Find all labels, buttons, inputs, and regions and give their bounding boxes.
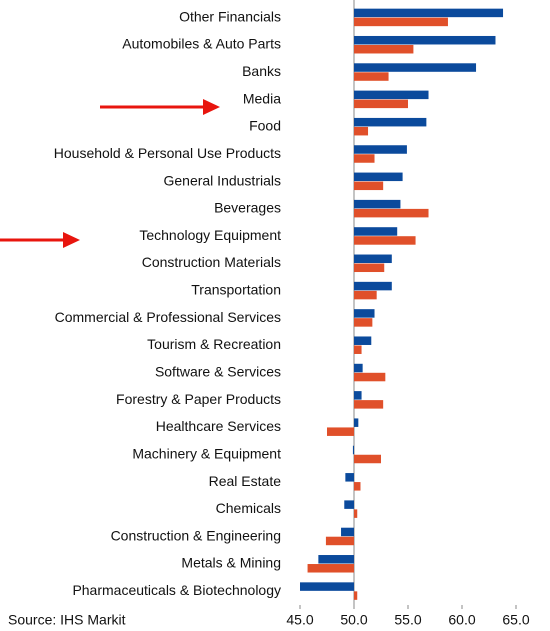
y-tick-label: Pharmaceuticals & Biotechnology xyxy=(72,582,281,598)
arrow-head xyxy=(203,99,220,115)
y-tick-label: Forestry & Paper Products xyxy=(116,391,281,407)
arrow-head xyxy=(63,232,80,248)
bar xyxy=(354,181,384,191)
y-tick-label: Healthcare Services xyxy=(156,418,281,434)
y-tick-label: Automobiles & Auto Parts xyxy=(122,36,281,52)
bar xyxy=(354,44,414,54)
y-tick-label: Machinery & Equipment xyxy=(132,445,281,461)
y-tick-label: General Industrials xyxy=(163,172,281,188)
source-note: Source: IHS Markit xyxy=(8,612,126,628)
bar xyxy=(352,445,354,455)
y-tick-label: Tourism & Recreation xyxy=(147,336,281,352)
bar xyxy=(354,290,377,300)
bar xyxy=(354,126,369,136)
bar xyxy=(300,582,354,591)
bar xyxy=(354,208,429,218)
x-tick-label: 60.0 xyxy=(448,612,475,628)
bar xyxy=(354,454,381,464)
bar xyxy=(354,236,416,245)
x-tick-label: 50.0 xyxy=(340,612,367,628)
y-tick-label: Metals & Mining xyxy=(181,555,281,571)
y-tick-label: Commercial & Professional Services xyxy=(55,309,281,325)
y-tick-label: Food xyxy=(249,118,281,134)
bar xyxy=(354,154,375,163)
bar xyxy=(341,527,354,537)
bar xyxy=(354,418,359,427)
y-tick-label: Real Estate xyxy=(209,473,282,489)
bar xyxy=(354,72,389,81)
bar xyxy=(354,391,362,400)
y-tick-label: Beverages xyxy=(214,200,281,216)
y-tick-label: Banks xyxy=(242,63,281,79)
bar xyxy=(354,263,385,273)
y-tick-label: Software & Services xyxy=(155,363,281,379)
bar xyxy=(354,35,496,45)
bar xyxy=(354,8,504,18)
bar xyxy=(354,254,392,264)
bar xyxy=(354,363,363,373)
bar xyxy=(354,482,361,491)
y-tick-label: Transportation xyxy=(191,282,281,298)
bar xyxy=(354,227,398,236)
y-tick-label: Technology Equipment xyxy=(139,227,281,243)
bar xyxy=(354,17,448,27)
bar xyxy=(354,172,403,182)
bar xyxy=(307,564,354,573)
bar xyxy=(345,473,354,482)
bar xyxy=(354,281,392,291)
bar xyxy=(354,509,358,518)
bar xyxy=(354,63,477,72)
bar xyxy=(354,145,407,154)
bar xyxy=(354,345,362,354)
bar xyxy=(325,536,354,546)
bar xyxy=(354,199,401,209)
x-tick-label: 65.0 xyxy=(502,612,529,628)
bar xyxy=(354,309,375,318)
bar xyxy=(354,90,429,100)
y-tick-label: Construction Materials xyxy=(142,254,281,270)
bar xyxy=(354,336,372,345)
bar xyxy=(354,400,384,409)
bar xyxy=(327,427,354,436)
bar xyxy=(354,372,386,382)
bar xyxy=(354,591,358,600)
arrows xyxy=(0,99,220,248)
bar xyxy=(344,500,354,509)
y-tick-label: Media xyxy=(243,90,281,106)
bar xyxy=(354,99,408,109)
bar xyxy=(318,555,354,564)
y-tick-label: Construction & Engineering xyxy=(111,527,281,543)
y-tick-label: Other Financials xyxy=(179,8,281,24)
bar xyxy=(354,117,427,127)
y-tick-label: Chemicals xyxy=(216,500,281,516)
y-tick-label: Household & Personal Use Products xyxy=(54,145,281,161)
x-tick-label: 45.0 xyxy=(286,612,313,628)
x-tick-label: 55.0 xyxy=(394,612,421,628)
bar xyxy=(354,318,373,327)
